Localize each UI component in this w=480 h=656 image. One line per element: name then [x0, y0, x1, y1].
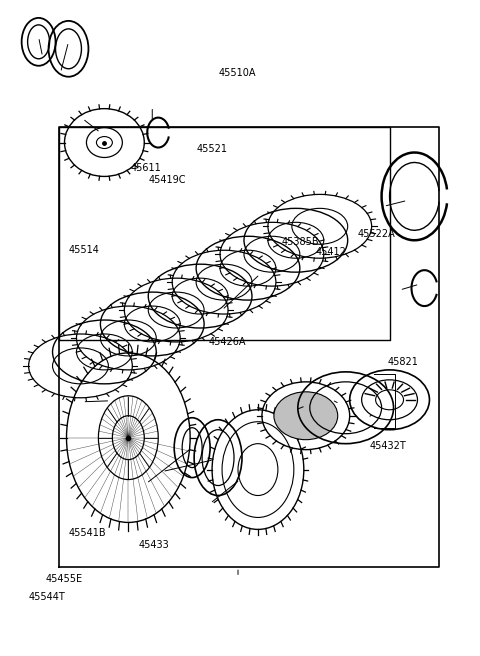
Text: 45611: 45611 — [130, 163, 161, 173]
Text: 45455E: 45455E — [46, 574, 83, 584]
Text: 45432T: 45432T — [370, 441, 407, 451]
Text: 45385B: 45385B — [282, 237, 320, 247]
Text: 45514: 45514 — [69, 245, 99, 255]
Text: 45426A: 45426A — [208, 337, 246, 347]
Text: 45521: 45521 — [196, 144, 227, 154]
Text: 45541B: 45541B — [69, 528, 106, 539]
Text: 45412: 45412 — [316, 247, 347, 257]
Text: 45419C: 45419C — [148, 175, 186, 186]
Text: 45433: 45433 — [138, 541, 169, 550]
Text: 45821: 45821 — [387, 357, 419, 367]
Ellipse shape — [274, 392, 338, 440]
Text: 45522A: 45522A — [358, 229, 396, 239]
Text: 45510A: 45510A — [218, 68, 255, 78]
Text: 45544T: 45544T — [29, 592, 65, 602]
